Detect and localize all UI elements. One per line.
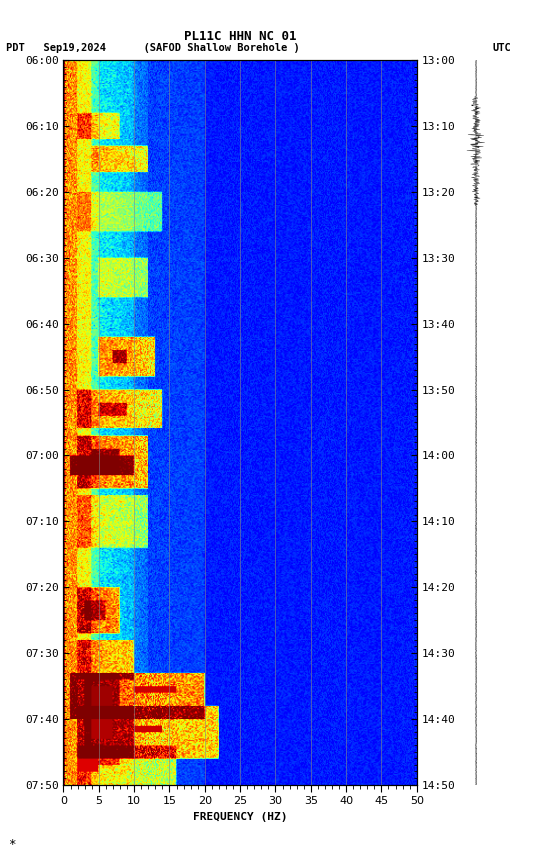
Text: *: * <box>8 838 16 851</box>
Text: UTC: UTC <box>493 43 512 54</box>
Text: PL11C HHN NC 01: PL11C HHN NC 01 <box>184 30 296 43</box>
X-axis label: FREQUENCY (HZ): FREQUENCY (HZ) <box>193 812 288 822</box>
Text: PDT   Sep19,2024      (SAFOD Shallow Borehole ): PDT Sep19,2024 (SAFOD Shallow Borehole ) <box>6 43 299 54</box>
